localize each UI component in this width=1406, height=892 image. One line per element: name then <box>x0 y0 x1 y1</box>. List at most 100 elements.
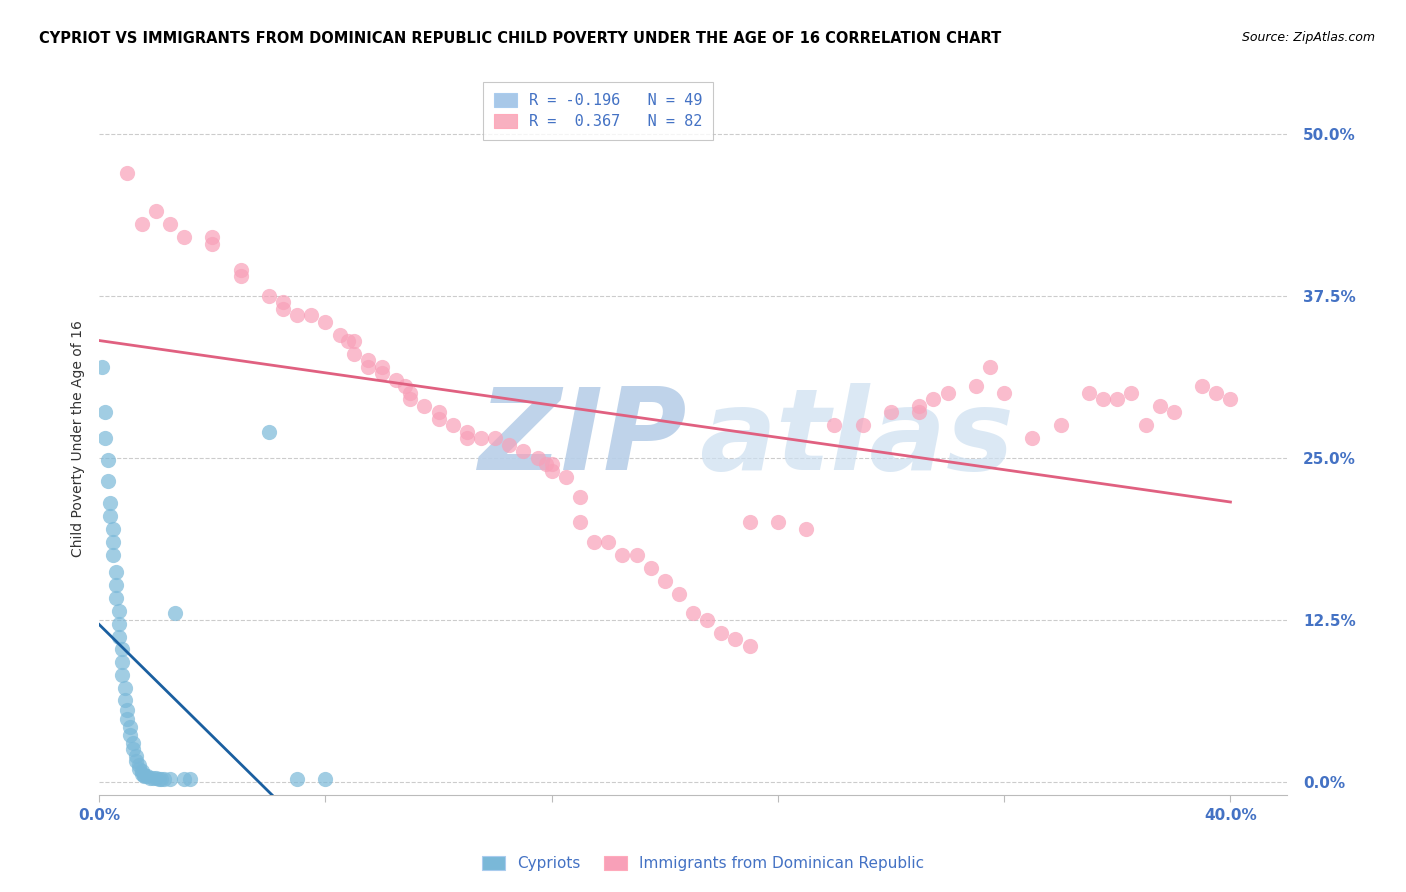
Point <box>111 642 134 657</box>
Point <box>201 230 224 244</box>
Point <box>696 613 718 627</box>
Point <box>343 347 366 361</box>
Text: atlas: atlas <box>699 383 1014 494</box>
Point <box>271 295 294 310</box>
Point <box>94 405 117 419</box>
Point <box>766 516 789 530</box>
Point <box>131 218 153 232</box>
Point <box>1191 379 1213 393</box>
Point <box>1049 418 1071 433</box>
Point <box>136 769 159 783</box>
Legend: Cypriots, Immigrants from Dominican Republic: Cypriots, Immigrants from Dominican Repu… <box>477 850 929 877</box>
Point <box>568 516 591 530</box>
Point <box>908 399 931 413</box>
Point <box>285 308 308 322</box>
Text: ZIP: ZIP <box>478 383 688 494</box>
Point <box>794 522 817 536</box>
Point <box>394 379 416 393</box>
Point <box>285 772 308 786</box>
Point <box>111 668 134 682</box>
Point <box>654 574 676 588</box>
Point <box>427 412 450 426</box>
Point <box>134 769 156 783</box>
Y-axis label: Child Poverty Under the Age of 16: Child Poverty Under the Age of 16 <box>72 320 86 557</box>
Point <box>145 771 167 785</box>
Point <box>105 577 128 591</box>
Point <box>965 379 987 393</box>
Point <box>427 405 450 419</box>
Point <box>97 474 120 488</box>
Point <box>357 353 380 368</box>
Point <box>120 720 142 734</box>
Point <box>122 736 145 750</box>
Point <box>343 334 366 348</box>
Point <box>94 431 117 445</box>
Point <box>371 367 394 381</box>
Point <box>738 639 761 653</box>
Point <box>540 457 562 471</box>
Point <box>128 757 150 772</box>
Point <box>880 405 903 419</box>
Point <box>413 399 436 413</box>
Point <box>139 771 162 785</box>
Point <box>100 496 122 510</box>
Point <box>824 418 846 433</box>
Point <box>682 606 704 620</box>
Point <box>229 269 252 284</box>
Point <box>979 359 1001 374</box>
Point <box>314 315 336 329</box>
Point <box>852 418 875 433</box>
Point <box>229 262 252 277</box>
Point <box>91 359 114 374</box>
Point <box>626 548 648 562</box>
Point <box>117 703 139 717</box>
Point <box>1219 392 1241 407</box>
Point <box>165 606 187 620</box>
Point <box>640 561 662 575</box>
Point <box>131 767 153 781</box>
Point <box>117 713 139 727</box>
Point <box>1021 431 1043 445</box>
Point <box>108 604 131 618</box>
Point <box>105 565 128 579</box>
Point <box>114 693 136 707</box>
Point <box>120 728 142 742</box>
Point <box>710 625 733 640</box>
Point <box>470 431 492 445</box>
Point <box>598 535 620 549</box>
Point <box>179 772 201 786</box>
Point <box>484 431 506 445</box>
Text: CYPRIOT VS IMMIGRANTS FROM DOMINICAN REPUBLIC CHILD POVERTY UNDER THE AGE OF 16 : CYPRIOT VS IMMIGRANTS FROM DOMINICAN REP… <box>39 31 1001 46</box>
Point <box>399 385 422 400</box>
Point <box>936 385 959 400</box>
Point <box>97 453 120 467</box>
Point <box>385 373 408 387</box>
Point <box>399 392 422 407</box>
Point <box>122 742 145 756</box>
Point <box>114 681 136 696</box>
Point <box>271 301 294 316</box>
Point <box>1149 399 1171 413</box>
Point <box>568 490 591 504</box>
Point <box>314 772 336 786</box>
Point <box>159 772 181 786</box>
Point <box>111 656 134 670</box>
Point <box>534 457 557 471</box>
Point <box>337 334 360 348</box>
Point <box>117 166 139 180</box>
Point <box>100 508 122 523</box>
Point <box>540 464 562 478</box>
Text: Source: ZipAtlas.com: Source: ZipAtlas.com <box>1241 31 1375 45</box>
Point <box>103 535 125 549</box>
Point <box>371 359 394 374</box>
Point <box>257 289 280 303</box>
Point <box>103 522 125 536</box>
Point <box>128 762 150 776</box>
Point <box>1205 385 1227 400</box>
Point <box>612 548 634 562</box>
Point <box>1163 405 1185 419</box>
Point <box>125 748 148 763</box>
Point <box>908 405 931 419</box>
Point <box>108 616 131 631</box>
Point <box>148 772 170 786</box>
